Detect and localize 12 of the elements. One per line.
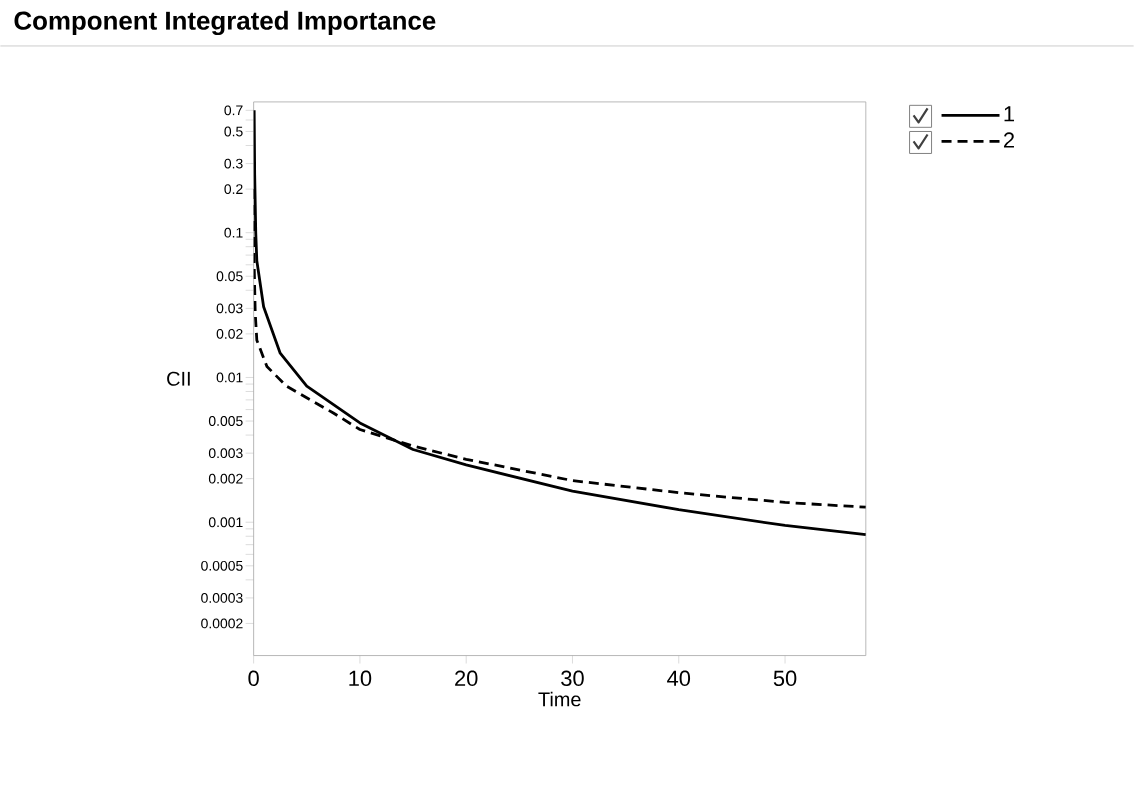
- x-tick-label: 10: [349, 670, 372, 687]
- line-series: [253, 109, 866, 537]
- x-tick-label: 40: [667, 670, 691, 687]
- y-axis-title: CII: [167, 371, 190, 387]
- x-tick-label: 0: [248, 670, 259, 687]
- legend-label: 2: [1003, 132, 1014, 148]
- legend-label: 1: [1004, 106, 1015, 122]
- x-tick-label: 50: [773, 670, 797, 687]
- chart-title: Component Integrated Importance: [14, 11, 436, 36]
- x-tick-label: 30: [561, 670, 584, 687]
- x-tick-label: 20: [455, 670, 478, 687]
- x-axis-title: Time: [538, 692, 581, 707]
